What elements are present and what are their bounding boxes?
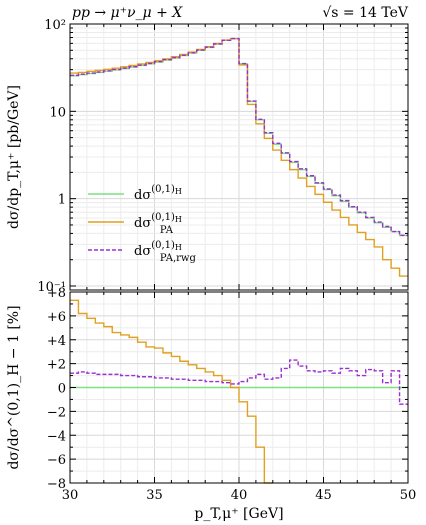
main-y-tick-label: 10² <box>44 18 66 33</box>
ratio-series-group <box>70 299 408 484</box>
legend: dσ(0,1)H dσ(0,1)H PA dσ(0,1)H PA,rwg <box>88 184 196 264</box>
x-tick-label: 35 <box>146 488 163 503</box>
ratio-series-line-2 <box>70 359 408 405</box>
main-y-tick-label: 10 <box>49 105 66 120</box>
main-series-group <box>70 37 408 277</box>
ratio-y-tick-label: −6 <box>47 453 66 468</box>
main-series-line-2 <box>70 37 408 237</box>
main-y-tick-label: 10⁻¹ <box>37 280 66 295</box>
ratio-ticks: −8 −6 −4 −2 0 +2 +4 +6 +8 30 35 40 45 50 <box>47 286 416 503</box>
x-tick-label: 30 <box>62 488 79 503</box>
ratio-panel: −8 −6 −4 −2 0 +2 +4 +6 +8 30 35 40 45 50 <box>47 286 416 503</box>
energy-label: √s = 14 TeV <box>322 5 409 21</box>
ratio-y-axis-label: dσ/dσ^(0,1)_H − 1 [%] <box>6 305 22 469</box>
ratio-y-tick-label: 0 <box>58 382 66 397</box>
main-y-axis-label: dσ/dp_T,μ⁺ [pb/GeV] <box>6 85 22 229</box>
x-tick-label: 50 <box>400 488 417 503</box>
ratio-y-tick-label: −8 <box>47 477 66 492</box>
ratio-y-tick-label: −2 <box>47 405 66 420</box>
legend-label-1: dσ(0,1)H PA <box>134 212 182 236</box>
x-tick-label: 40 <box>231 488 248 503</box>
main-y-tick-label: 1 <box>58 193 66 208</box>
main-plot-frame <box>69 23 409 291</box>
main-panel: 10⁻¹ 1 10 10² dσ(0,1)H dσ(0,1)H PA dσ(0,1)H PA,… <box>37 18 409 295</box>
ratio-y-tick-label: +6 <box>47 310 66 325</box>
legend-label-2: dσ(0,1)H PA,rwg <box>134 240 196 264</box>
ratio-series-line-1 <box>70 299 273 484</box>
x-tick-label: 45 <box>315 488 332 503</box>
ratio-y-tick-label: +4 <box>47 334 66 349</box>
ratio-y-tick-label: +8 <box>47 286 66 301</box>
ratio-y-tick-label: +2 <box>47 358 66 373</box>
process-label: pp → μ⁺ν_μ + X <box>72 5 183 21</box>
ratio-y-tick-label: −4 <box>47 429 66 444</box>
ratio-plot-frame <box>69 291 409 484</box>
legend-label-0: dσ(0,1)H <box>134 184 182 203</box>
x-axis-label: p_T,μ⁺ [GeV] <box>194 506 283 522</box>
